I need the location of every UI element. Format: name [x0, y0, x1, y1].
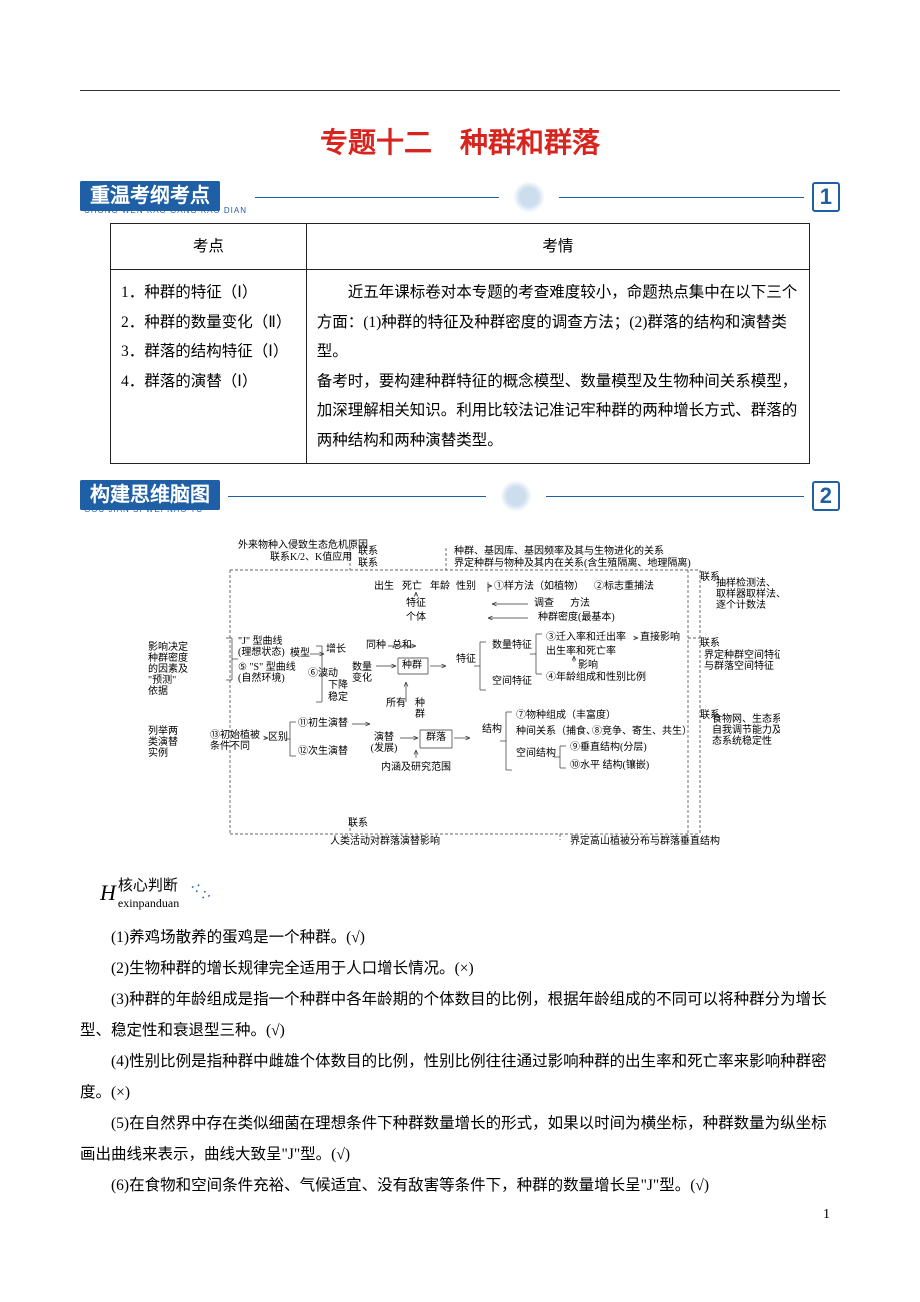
section1-line-left [255, 197, 499, 198]
section1-badge: 重温考纲考点 [80, 181, 220, 211]
svg-text:种群: 种群 [402, 658, 422, 671]
svg-text:⑥波动: ⑥波动 [308, 666, 338, 679]
svg-text:死亡: 死亡 [402, 579, 422, 592]
svg-text:联系: 联系 [700, 637, 720, 649]
svg-text:界定高山植被分布与群落垂直结构: 界定高山植被分布与群落垂直结构 [570, 834, 720, 847]
section1-bar: 重温考纲考点 CHONG WEN KAO GANG KAO DIAN 1 [80, 179, 840, 215]
td-right: 近五年课标卷对本专题的考查难度较小，命题热点集中在以下三个方面：(1)种群的特征… [306, 270, 809, 464]
svg-text:群落: 群落 [426, 730, 446, 743]
svg-text:种群密度(最基本): 种群密度(最基本) [538, 610, 615, 623]
svg-text:年龄: 年龄 [430, 579, 450, 592]
svg-text:结构: 结构 [482, 722, 502, 735]
svg-text:数量特征: 数量特征 [492, 638, 532, 651]
svg-text:界定种群与物种及其内在关系(含生殖隔离、地理隔离): 界定种群与物种及其内在关系(含生殖隔离、地理隔离) [454, 556, 691, 569]
svg-text:种群: 种群 [415, 696, 425, 720]
svg-text:空间结构: 空间结构 [516, 746, 556, 759]
svg-text:⑪初生演替: ⑪初生演替 [298, 716, 348, 729]
svg-text:直接影响: 直接影响 [640, 630, 680, 643]
table-body-row: 1．种群的特征（Ⅰ） 2．种群的数量变化（Ⅱ） 3．群落的结构特征（Ⅰ） 4．群… [111, 270, 810, 464]
svg-text:食物网、生态系统自我调节能力及生态系统稳定性: 食物网、生态系统自我调节能力及生态系统稳定性 [712, 712, 780, 747]
mindmap-diagram: 外来物种入侵致生态危机原因联系K/2、K值应用联系联系种群、基因库、基因频率及其… [140, 534, 780, 854]
svg-text:出生率和死亡率: 出生率和死亡率 [546, 644, 616, 657]
section1-icon [513, 181, 545, 213]
para-5: (5)在自然界中存在类似细菌在理想条件下种群数量增长的形式，如果以时间为横坐标，… [80, 1108, 840, 1170]
svg-text:内涵及研究范围: 内涵及研究范围 [381, 760, 451, 773]
svg-text:联系: 联系 [358, 557, 378, 569]
svg-text:同种: 同种 [366, 638, 386, 651]
heading-pinyin: exinpanduan [118, 896, 179, 910]
svg-text:影响决定种群密度的因素及"预测"依据: 影响决定种群密度的因素及"预测"依据 [148, 640, 188, 697]
section1-line-right [559, 197, 803, 198]
svg-text:⑩水平 结构(镶嵌): ⑩水平 结构(镶嵌) [570, 758, 649, 771]
para-2: (2)生物种群的增长规律完全适用于人口增长情况。(×) [80, 953, 840, 984]
svg-text:所有: 所有 [386, 696, 406, 709]
th-left: 考点 [111, 224, 307, 270]
section2-bar: 构建思维脑图 GOU JIAN SI WEI NAO TU 2 [80, 478, 840, 514]
svg-text:①样方法（如植物）: ①样方法（如植物） [494, 579, 584, 592]
svg-text:外来物种入侵致生态危机原因: 外来物种入侵致生态危机原因 [238, 538, 368, 551]
section2-line-right [546, 496, 804, 497]
section1-num: 1 [812, 182, 840, 212]
svg-text:界定种群空间特征与群落空间特征: 界定种群空间特征与群落空间特征 [704, 648, 780, 672]
para-1: (1)养鸡场散养的蛋鸡是一个种群。(√) [80, 922, 840, 953]
svg-text:稳定: 稳定 [328, 690, 348, 703]
svg-text:性别: 性别 [456, 579, 476, 592]
heading-letter: H [100, 880, 116, 906]
table-header-row: 考点 考情 [111, 224, 810, 270]
th-right: 考情 [306, 224, 809, 270]
svg-text:⑦物种组成（丰富度）: ⑦物种组成（丰富度） [516, 708, 616, 721]
td-left: 1．种群的特征（Ⅰ） 2．种群的数量变化（Ⅱ） 3．群落的结构特征（Ⅰ） 4．群… [111, 270, 307, 464]
svg-text:演替(发展): 演替(发展) [371, 730, 398, 754]
section2-badge: 构建思维脑图 [80, 480, 220, 510]
svg-text:影响: 影响 [578, 658, 598, 671]
svg-text:④年龄组成和性别比例: ④年龄组成和性别比例 [546, 670, 646, 683]
svg-text:种群、基因库、基因频率及其与生物进化的关系: 种群、基因库、基因频率及其与生物进化的关系 [454, 544, 664, 557]
svg-text:特征: 特征 [406, 597, 426, 609]
para-4: (4)性别比例是指种群中雌雄个体数目的比例，性别比例往往通过影响种群的出生率和死… [80, 1046, 840, 1108]
exam-table: 考点 考情 1．种群的特征（Ⅰ） 2．种群的数量变化（Ⅱ） 3．群落的结构特征（… [110, 223, 810, 464]
svg-text:抽样检测法、取样器取样法、逐个计数法: 抽样检测法、取样器取样法、逐个计数法 [716, 576, 780, 611]
svg-text:"J" 型曲线(理想状态): "J" 型曲线(理想状态) [238, 634, 285, 658]
top-rule [80, 90, 840, 91]
svg-text:⑫次生演替: ⑫次生演替 [298, 744, 348, 757]
heading-cn: 核心判断 [118, 878, 178, 894]
svg-text:增长: 增长 [326, 642, 346, 655]
svg-text:⑤ "S" 型曲线(自然环境): ⑤ "S" 型曲线(自然环境) [238, 660, 296, 684]
svg-text:种间关系（捕食、: 种间关系（捕食、 [516, 724, 596, 737]
svg-text:③迁入率和迁出率: ③迁入率和迁出率 [546, 630, 626, 643]
svg-text:特征: 特征 [456, 653, 476, 665]
section2-line-left [228, 496, 486, 497]
svg-text:列举两类演替实例: 列举两类演替实例 [148, 724, 178, 759]
heading-dots: ∴∵ [187, 879, 216, 908]
svg-text:联系: 联系 [358, 545, 378, 557]
svg-text:下降: 下降 [328, 678, 348, 691]
para-3: (3)种群的年龄组成是指一个种群中各年龄期的个体数目的比例，根据年龄组成的不同可… [80, 984, 840, 1046]
svg-text:②标志重捕法: ②标志重捕法 [594, 579, 654, 592]
svg-text:调查: 调查 [534, 596, 554, 609]
svg-text:总和: 总和 [392, 638, 412, 651]
svg-text:⑧竞争、寄生、共生）: ⑧竞争、寄生、共生） [592, 724, 692, 737]
svg-text:个体: 个体 [406, 611, 426, 623]
svg-text:出生: 出生 [374, 579, 394, 592]
svg-text:方法: 方法 [570, 596, 590, 609]
svg-text:人类活动对群落演替影响: 人类活动对群落演替影响 [330, 834, 440, 847]
core-judge-heading: H 核心判断 exinpanduan ∴∵ [100, 874, 840, 912]
section2-icon [500, 480, 532, 512]
section2-num: 2 [812, 481, 840, 511]
svg-text:区别: 区别 [268, 731, 288, 743]
para-6: (6)在食物和空间条件充裕、气候适宜、没有敌害等条件下，种群的数量增长呈"J"型… [80, 1170, 840, 1201]
svg-text:数量变化: 数量变化 [352, 660, 372, 684]
svg-text:模型: 模型 [290, 646, 310, 659]
svg-text:联系: 联系 [348, 817, 368, 829]
svg-text:⑬初始植被条件不同: ⑬初始植被条件不同 [210, 728, 260, 752]
exam-table-wrap: 考点 考情 1．种群的特征（Ⅰ） 2．种群的数量变化（Ⅱ） 3．群落的结构特征（… [110, 223, 810, 464]
svg-text:空间特征: 空间特征 [492, 674, 532, 687]
svg-text:联系K/2、K值应用: 联系K/2、K值应用 [270, 550, 352, 563]
svg-text:⑨垂直结构(分层): ⑨垂直结构(分层) [570, 740, 647, 753]
page-title: 专题十二 种群和群落 [80, 121, 840, 161]
page-number: 1 [823, 1207, 830, 1223]
